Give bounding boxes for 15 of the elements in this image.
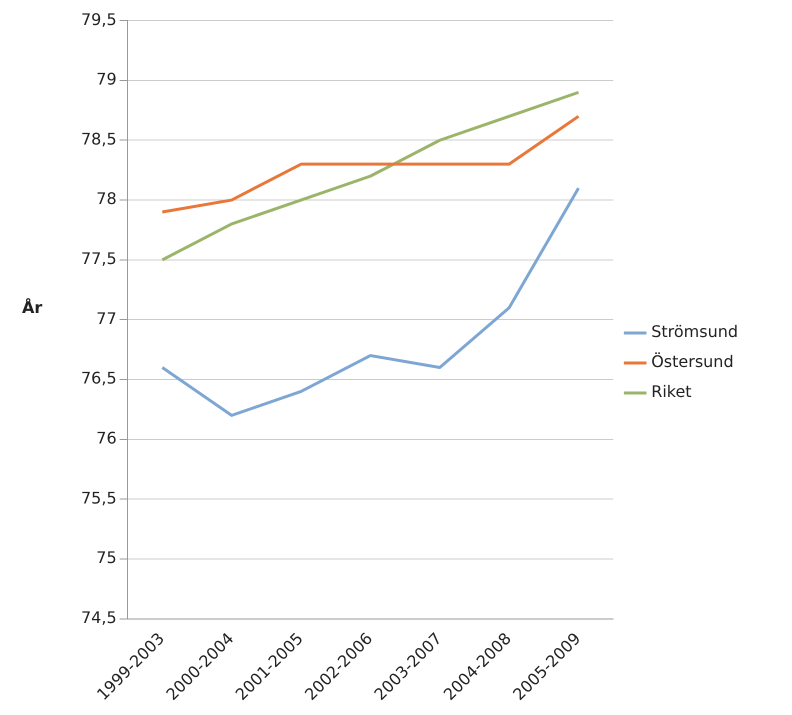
y-tick-label: 75 — [96, 548, 117, 568]
y-tick-label: 76 — [96, 428, 117, 448]
legend-label: Strömsund — [651, 322, 738, 342]
y-tick-label: 77,5 — [81, 249, 117, 268]
y-tick-label: 75,5 — [81, 488, 117, 508]
y-tick-label: 76,5 — [81, 368, 117, 388]
y-tick-label: 79 — [96, 70, 117, 89]
y-tick-label: 74,5 — [81, 608, 117, 627]
y-tick-label: 78,5 — [81, 129, 117, 148]
legend-label: Östersund — [651, 352, 734, 372]
y-tick-label: 77 — [96, 308, 117, 328]
y-tick-label: 79,5 — [81, 10, 117, 29]
y-tick-label: 78 — [96, 189, 117, 208]
y-axis-title: År — [22, 298, 42, 317]
legend-label: Riket — [651, 382, 692, 402]
